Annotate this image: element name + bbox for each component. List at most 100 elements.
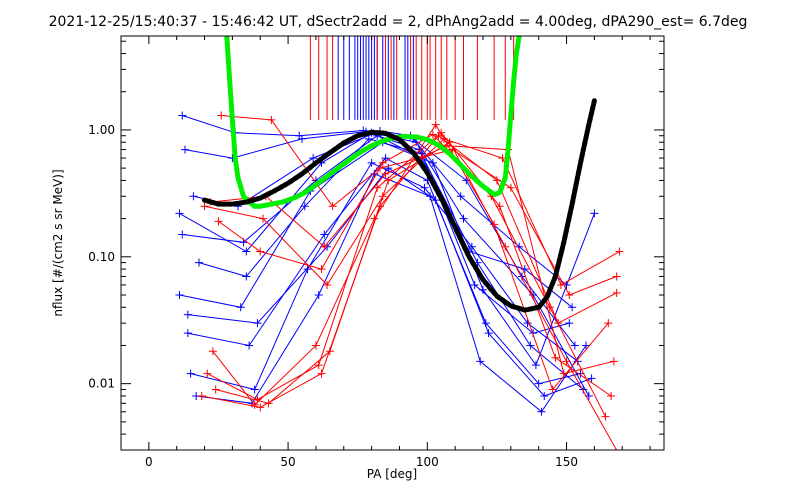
series-blue-1-point-0: [175, 290, 184, 299]
y-axis-label: nflux [#/(cm2 s sr MeV)]: [51, 169, 65, 316]
series-red-15-point-5: [490, 220, 499, 229]
series-red-12-point-7: [615, 247, 624, 256]
series-red-15-point-2: [311, 341, 320, 350]
series-red-18-point-4: [448, 145, 457, 154]
series-blue-10-point-0: [183, 310, 192, 319]
series-blue-6-point-5: [456, 192, 465, 201]
series-blue-2-point-6: [526, 341, 535, 350]
series-red-13-point-3: [373, 183, 382, 192]
series-red-12-point-2: [323, 280, 332, 289]
series-blue-8-point-3: [364, 134, 373, 143]
series-blue-5-point-6: [523, 319, 532, 328]
series-red-17-point-2: [317, 265, 326, 274]
series-blue-6-point-0: [189, 192, 198, 201]
series-blue-5-point-1: [250, 385, 259, 394]
series-red-18-point-2: [328, 202, 337, 211]
chart-title: 2021-12-25/15:40:37 - 15:46:42 UT, dSect…: [49, 14, 748, 30]
series-red-11-point-1: [256, 403, 265, 412]
series-red-18-point-6: [565, 290, 574, 299]
series-blue-9-point-6: [517, 272, 526, 281]
series-red-13-point-2: [314, 361, 323, 370]
series-red-16-point-3: [384, 176, 393, 185]
series-red-16-point-0: [211, 385, 220, 394]
series-red-14-point-7: [609, 357, 618, 366]
series-blue-6-point-2: [309, 154, 318, 163]
series-blue-4-point-3: [381, 154, 390, 163]
series-blue-10-point-7: [587, 374, 596, 383]
series-blue-10-point-1: [253, 319, 262, 328]
series-red-14-point-2: [320, 242, 329, 251]
series-blue-8-point-5: [470, 280, 479, 289]
x-tick-label-2: 100: [416, 455, 439, 469]
series-blue-5-point-0: [186, 369, 195, 378]
series-red-17-point-4: [428, 130, 437, 139]
series-red-11-point-0: [197, 391, 206, 400]
series-red-13-point-6: [551, 353, 560, 362]
series-red-17-point-1: [256, 247, 265, 256]
x-tick-label-3: 150: [555, 455, 578, 469]
series-red-15-point-6: [548, 385, 557, 394]
series-red-18-point-1: [267, 115, 276, 124]
series-red-18-point-7: [612, 272, 621, 281]
axes-layer: 0 50 100 150 0.01 0.10 1.00: [88, 36, 664, 469]
series-blue-7-point-5: [476, 357, 485, 366]
series-blue-10-point-5: [484, 329, 493, 338]
series-blue-10-point-4: [431, 196, 440, 205]
series-blue-3-point-0: [181, 145, 190, 154]
series-red-16-point-6: [562, 357, 571, 366]
series-red-13-point-0: [203, 369, 212, 378]
series-blue-8-point-2: [300, 202, 309, 211]
series-red-17-point-0: [214, 217, 223, 226]
series-red-13-point-7: [607, 391, 616, 400]
series-blue-0-point-6: [520, 265, 529, 274]
series-red-11-point-2: [317, 369, 326, 378]
series-blue-0-line: [179, 132, 573, 308]
series-blue-8-point-1: [242, 272, 251, 281]
series-blue-3-point-5: [459, 214, 468, 223]
series-blue-8-line: [198, 138, 570, 334]
series-red-13-point-4: [437, 128, 446, 137]
series-red-15-point-0: [208, 347, 217, 356]
series-red-17-point-7: [601, 412, 610, 421]
series-blue-10-point-6: [540, 391, 549, 400]
series-blue-8-point-0: [194, 258, 203, 267]
series-red-16-point-4: [445, 138, 454, 147]
series-blue-1-point-1: [236, 303, 245, 312]
series-blue-0-point-0: [175, 209, 184, 218]
series-red-15-point-1: [250, 400, 259, 409]
x-tick-label-1: 50: [280, 455, 295, 469]
series-red-16-point-5: [501, 242, 510, 251]
series-blue-1-point-7: [590, 209, 599, 218]
series-red-14-point-3: [381, 169, 390, 178]
series-blue-7-point-2: [314, 290, 323, 299]
series-blue-9-point-7: [570, 341, 579, 350]
series-red-15-line: [212, 123, 609, 406]
series-blue-4-point-2: [320, 230, 329, 239]
series-red-16-point-7: [618, 456, 626, 464]
series-red-14-line: [210, 145, 615, 375]
series-blue-10-point-3: [384, 164, 393, 173]
series-red-12-point-1: [259, 214, 268, 223]
series-blue-5-point-3: [367, 158, 376, 167]
model-curves-layer: [202, 36, 597, 313]
series-blue-2-point-0: [178, 230, 187, 239]
vertical-marks-layer: [309, 36, 515, 120]
series-red-15-point-4: [431, 120, 440, 129]
series-blue-10-line: [187, 167, 592, 397]
model-curve-black: [202, 98, 597, 313]
series-blue-4-point-1: [245, 341, 254, 350]
series-red-17-point-6: [545, 303, 554, 312]
series-blue-5-point-5: [467, 242, 476, 251]
series-blue-5-point-4: [420, 183, 429, 192]
series-blue-9-point-0: [178, 111, 187, 120]
series-blue-8-point-7: [565, 319, 574, 328]
y-tick-label-0: 0.01: [88, 377, 115, 391]
series-blue-2-line: [182, 135, 584, 390]
series-blue-7-point-6: [537, 407, 546, 416]
series-blue-0-point-1: [242, 247, 251, 256]
y-tick-label-2: 1.00: [88, 123, 115, 137]
series-red-16-point-1: [264, 399, 273, 408]
series-red-18-point-3: [375, 164, 384, 173]
series-blue-5-point-2: [303, 265, 312, 274]
